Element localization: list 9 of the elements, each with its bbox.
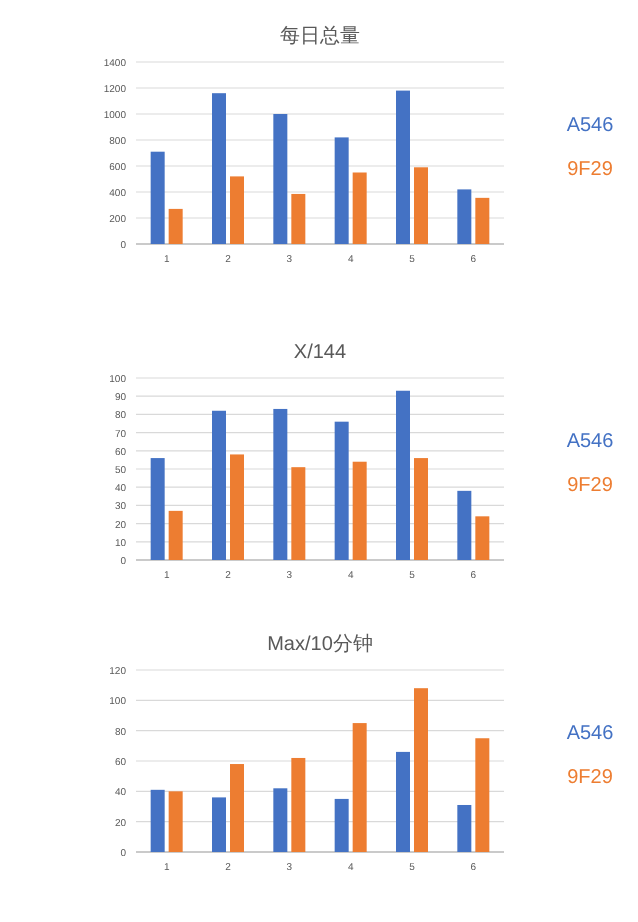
- text: 9F29: [567, 159, 614, 181]
- text: 9F29: [567, 475, 614, 497]
- text: 9F29: [567, 767, 614, 789]
- chart-title: 每日总量: [280, 24, 360, 48]
- chart-title: Max/10分钟: [267, 632, 373, 656]
- text: A546: [566, 431, 615, 453]
- chart-title: X/144: [293, 342, 347, 364]
- text: A546: [566, 115, 615, 137]
- text: A546: [566, 723, 615, 745]
